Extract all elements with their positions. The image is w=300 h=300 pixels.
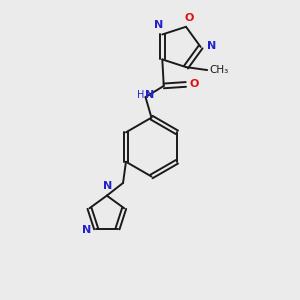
- Text: N: N: [145, 90, 154, 100]
- Text: N: N: [206, 41, 216, 51]
- Text: N: N: [103, 181, 112, 190]
- Text: O: O: [190, 80, 199, 89]
- Text: H: H: [136, 90, 144, 100]
- Text: N: N: [154, 20, 164, 30]
- Text: O: O: [184, 13, 194, 23]
- Text: N: N: [82, 225, 91, 235]
- Text: CH₃: CH₃: [210, 65, 229, 75]
